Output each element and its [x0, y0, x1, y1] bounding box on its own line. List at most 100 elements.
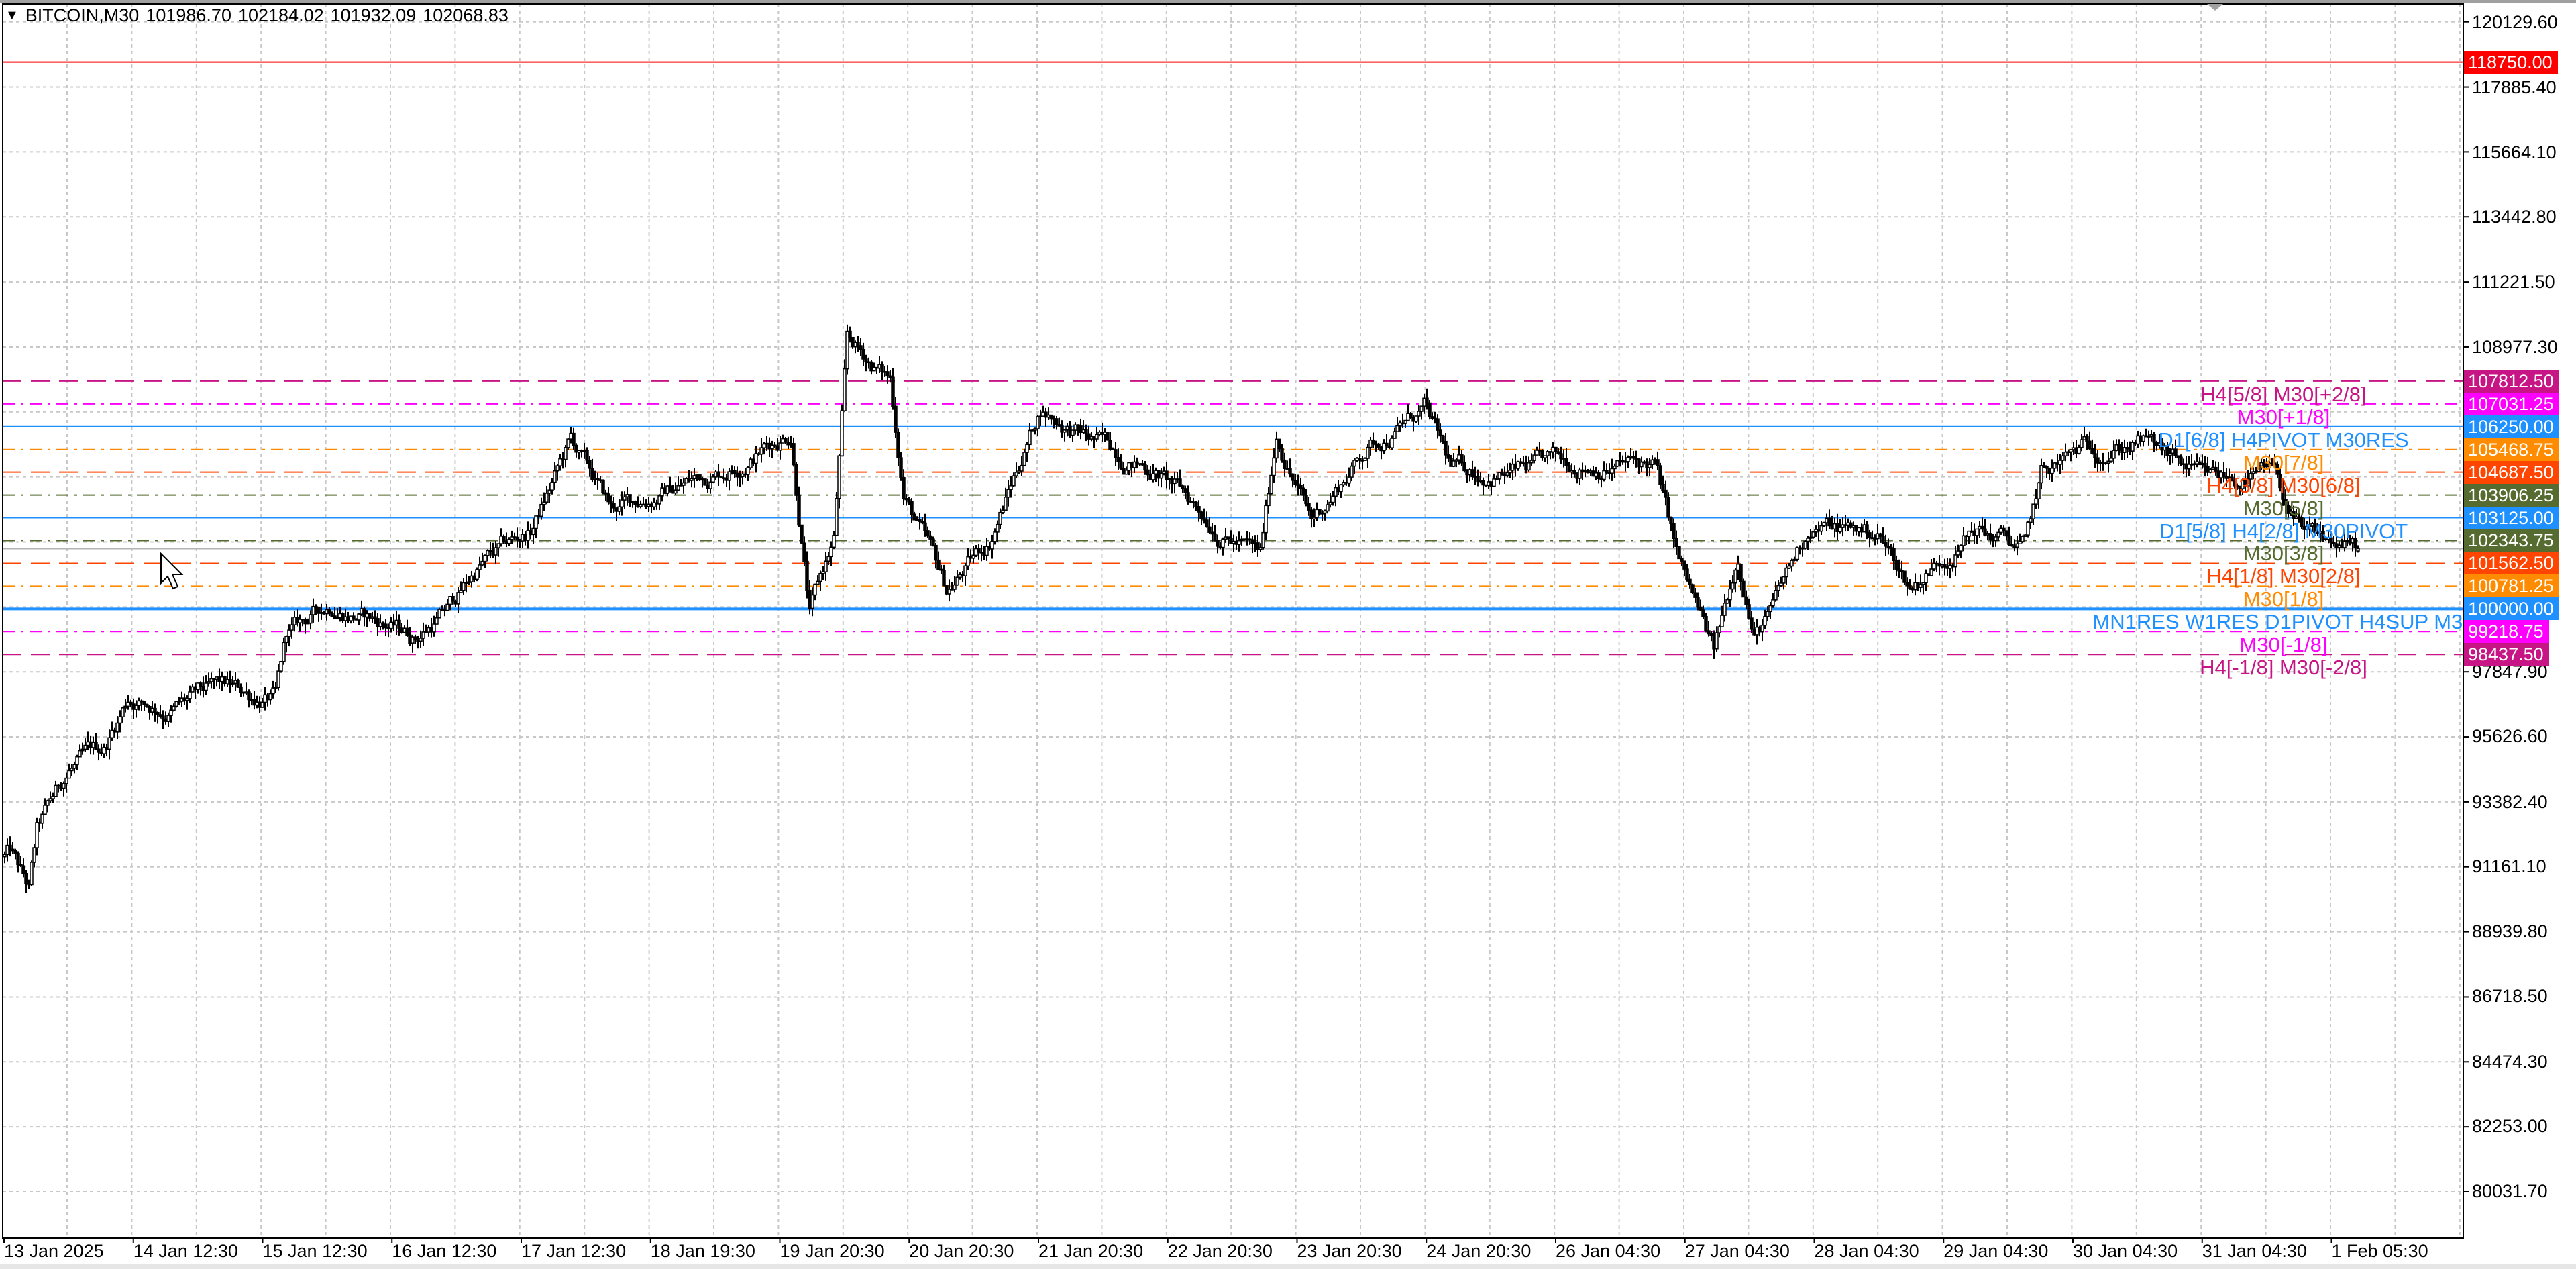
candle-bear [384, 623, 388, 629]
candle-bear [1481, 480, 1485, 486]
candle-bull [1774, 590, 1778, 601]
candle-bear [1060, 425, 1064, 433]
candle-bull [1014, 472, 1018, 476]
candle-bull [1953, 554, 1957, 568]
candle-bull [2109, 458, 2113, 462]
chart-header: ▼ BITCOIN,M30 101986.70 102184.02 101932… [5, 5, 508, 26]
candle-bear [1701, 609, 1705, 617]
candle-bear [1106, 432, 1110, 441]
candle-bear [314, 605, 318, 609]
level-text-layer: H4[5/8] M30[+2/8] M30[+1/8] D1[6/8] H4PIVO… [3, 0, 2463, 1238]
candle-bear [1658, 465, 1662, 485]
candle-bear [1661, 483, 1665, 491]
level-price-label: 99218.75 [2464, 620, 2549, 644]
time-axis-label: 13 Jan 2025 [4, 1241, 104, 1261]
candle-bull [2029, 518, 2033, 523]
candle-bull [83, 744, 87, 750]
candle-bull [955, 576, 959, 586]
triangle-down-icon[interactable]: ▼ [5, 8, 19, 23]
candle-bull [2069, 449, 2073, 452]
price-axis-label: 86718.50 [2472, 986, 2548, 1007]
candle-bull [1151, 473, 1155, 480]
candle-bull [1173, 478, 1177, 485]
level-text: M30[5/8] [2243, 496, 2324, 520]
candle-bull [1331, 495, 1335, 503]
candle-bear [1181, 485, 1185, 489]
candle-bull [1393, 431, 1397, 439]
candle-bull [1352, 460, 1356, 467]
candle-bull [1350, 465, 1354, 478]
candle-bull [2305, 525, 2309, 530]
candle-bull [456, 592, 460, 605]
candle-bull [534, 515, 538, 529]
candle-bull [547, 489, 551, 494]
candle-bear [977, 548, 981, 553]
candle-bear [381, 622, 385, 625]
candle-bull [1766, 611, 1770, 617]
candle-bull [1339, 484, 1343, 493]
candle-bear [1988, 533, 1992, 540]
candle-bear [609, 501, 613, 505]
candle-bull [1020, 464, 1024, 472]
candle-bear [1556, 451, 1560, 454]
candle-bear [330, 613, 334, 617]
candle-bear [1178, 478, 1182, 487]
candle-bear [633, 501, 637, 505]
candle-bull [2026, 521, 2030, 536]
candle-bull [1419, 405, 1424, 412]
candle-bear [572, 432, 576, 446]
candle-bull [558, 458, 562, 466]
level-text: H4[-1/8] M30[-2/8] [2200, 656, 2367, 680]
candle-bull [1648, 464, 1652, 468]
candle-bear [1699, 606, 1703, 611]
candle-bear [1430, 416, 1434, 419]
time-axis-label: 19 Jan 20:30 [780, 1241, 885, 1261]
candle-bull [1822, 522, 1826, 527]
candle-bear [1897, 568, 1901, 572]
candle-bear [668, 485, 672, 493]
candle-bull [674, 489, 678, 494]
candle-bear [1690, 584, 1695, 593]
candle-bull [2037, 482, 2041, 500]
candle-bear [405, 627, 409, 636]
candle-bear [1460, 454, 1464, 464]
candle-bull [494, 547, 498, 556]
candle-bear [1908, 585, 1912, 589]
candle-bull [268, 693, 272, 701]
candle-bear [861, 348, 865, 360]
candle-bull [1395, 425, 1399, 432]
level-text: MN1RES W1RES D1PIVOT H4SUP M30 [2092, 610, 2463, 634]
candle-bull [1017, 470, 1021, 473]
candle-bull [271, 687, 275, 695]
candle-bear [1889, 546, 1893, 550]
candle-bear [2275, 464, 2279, 475]
candle-bull [2249, 472, 2253, 480]
candle-bull [185, 698, 189, 701]
candle-bull [209, 678, 213, 682]
candle-bear [2179, 456, 2183, 464]
price-axis-label: 93382.40 [2472, 791, 2548, 812]
candle-bull [2039, 465, 2043, 484]
candle-bull [1071, 429, 1075, 436]
candle-bull [1036, 416, 1040, 429]
candle-bull [545, 493, 549, 503]
candle-bull [64, 777, 68, 784]
candle-bear [21, 865, 25, 874]
candle-bull [445, 603, 449, 611]
candle-bear [317, 607, 321, 614]
chart-shift-marker-icon[interactable] [2207, 4, 2223, 11]
candle-bear [236, 680, 240, 688]
candle-bear [885, 371, 890, 377]
candle-bull [2023, 534, 2027, 537]
candle-bull [1363, 458, 1367, 461]
time-axis-label: 1 Feb 05:30 [2331, 1241, 2428, 1261]
candle-bear [1304, 495, 1308, 505]
candle-bull [1731, 582, 1735, 590]
candle-bear [856, 342, 860, 346]
candle-bull [872, 366, 876, 372]
price-axis-label: 108977.30 [2472, 337, 2558, 358]
candle-bull [770, 444, 774, 450]
candle-bull [1782, 576, 1786, 584]
candle-bear [2233, 479, 2237, 487]
